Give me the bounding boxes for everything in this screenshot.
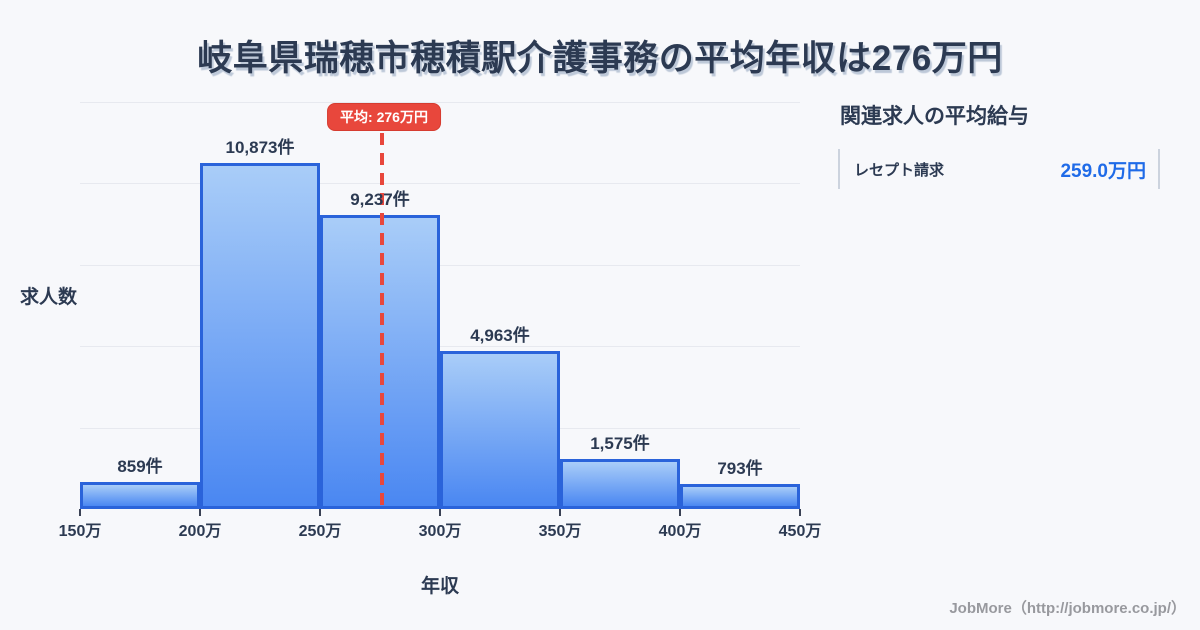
histogram-bar (440, 351, 560, 509)
related-job-row: レセプト請求 259.0万円 (838, 149, 1160, 189)
average-line (380, 133, 384, 509)
x-axis-title: 年収 (420, 576, 459, 597)
x-axis-tick (319, 509, 321, 516)
plot-area: 平均: 276万円 859件 10,873件 9,237件 4,963件 1,575件 7… (59, 102, 821, 540)
x-axis-tick-label: 350万 (538, 523, 582, 540)
site-credit: JobMore（http://jobmore.co.jp/） (949, 600, 1186, 617)
related-job-name: レセプト請求 (854, 161, 945, 179)
x-axis-tick-label: 250万 (298, 523, 342, 540)
x-axis-tick (799, 509, 801, 516)
gridline (80, 265, 800, 266)
x-axis-tick-label: 200万 (178, 523, 222, 540)
x-axis-tick (79, 509, 81, 516)
x-axis-tick (559, 509, 561, 516)
panel-heading: 関連求人の平均給与 (840, 105, 1029, 128)
y-axis-title: 求人数 (20, 287, 78, 308)
x-axis-tick-label: 150万 (58, 523, 102, 540)
histogram-bar (680, 484, 800, 509)
gridline (80, 346, 800, 347)
histogram-bar (560, 459, 680, 509)
related-jobs-panel: 関連求人の平均給与 レセプト請求 259.0万円 (838, 100, 1160, 189)
gridline (80, 102, 800, 103)
x-axis-tick (199, 509, 201, 516)
histogram-bar (80, 482, 200, 509)
bar-value-label: 859件 (117, 457, 163, 476)
related-job-salary: 259.0万円 (1060, 160, 1146, 182)
bar-value-label: 1,575件 (590, 434, 650, 453)
x-axis-tick (439, 509, 441, 516)
x-axis-tick (679, 509, 681, 516)
histogram-bar (200, 163, 320, 509)
x-axis-tick-label: 400万 (658, 523, 702, 540)
x-axis-tick-label: 300万 (418, 523, 462, 540)
gridline (80, 183, 800, 184)
page-title: 岐阜県瑞穂市穂積駅介護事務の平均年収は276万円 (197, 39, 1003, 78)
bar-value-label: 10,873件 (225, 138, 295, 157)
bar-value-label: 4,963件 (470, 326, 530, 345)
bar-value-label: 9,237件 (350, 190, 410, 209)
x-axis-tick-label: 450万 (778, 523, 822, 540)
average-badge: 平均: 276万円 (327, 103, 441, 131)
bar-value-label: 793件 (717, 459, 763, 478)
